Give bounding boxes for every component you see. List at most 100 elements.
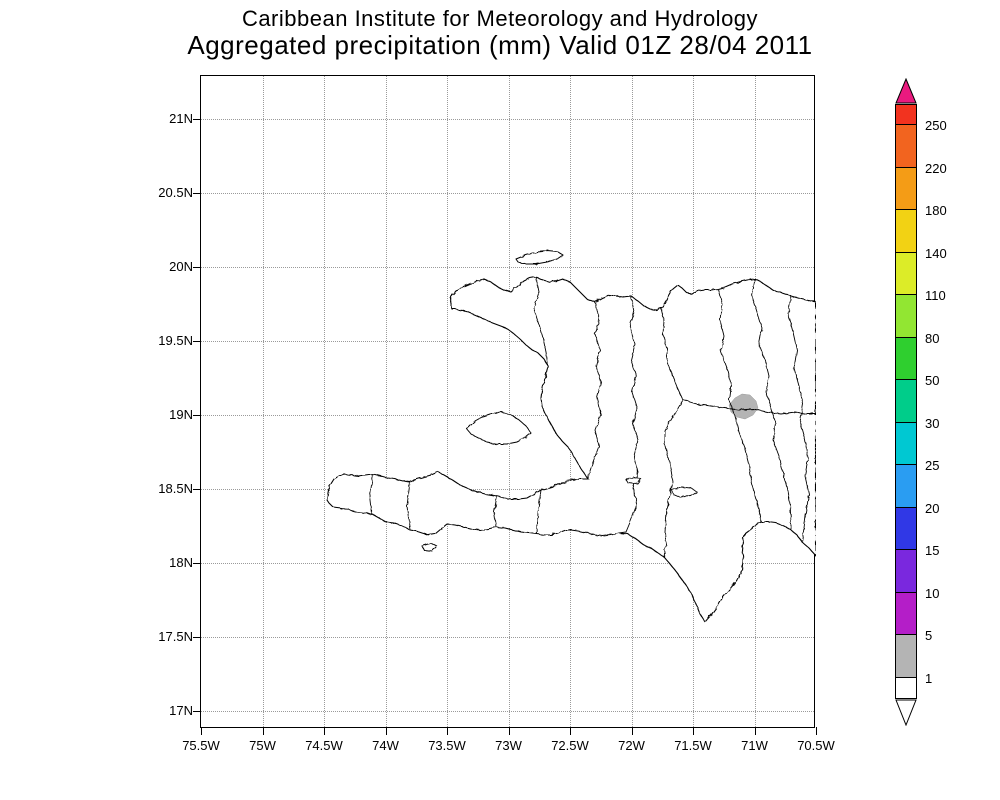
colorbar-segment [895,125,917,168]
ile-a-vache-island [421,542,438,552]
colorbar-segment [895,295,917,338]
colorbar-tick-label: 50 [925,373,940,388]
lat-gridline [201,563,814,564]
lon-tick [631,727,633,735]
lat-tick-label: 20N [169,259,193,274]
hispaniola-coastline [326,276,816,623]
colorbar-tick-label: 110 [925,288,946,303]
watershed-boundary [682,399,816,415]
colorbar-tick-label: 30 [925,415,940,431]
lat-tick [193,267,201,268]
plot-title: Aggregated precipitation (mm) Valid 01Z … [187,30,813,60]
lon-tick [324,727,325,735]
lat-tick [193,415,201,416]
colorbar-segment [895,104,917,125]
lat-tick [193,489,201,490]
colorbar-tick-label: 140 [925,245,947,261]
colorbar-tick-label: 1 [925,670,933,686]
lat-tick-label: 17N [169,703,193,718]
lat-gridline [201,193,814,194]
lon-gridline [262,76,264,727]
lat-gridline [201,267,814,268]
lat-gridline [201,489,814,490]
lat-tick-label: 19N [169,407,193,422]
colorbar-bottom-arrow-icon [895,699,917,726]
lat-gridline [201,119,814,120]
lon-tick-label: 71.5W [674,738,712,753]
lat-tick [193,193,201,194]
watershed-boundary [406,481,411,531]
lon-tick [262,727,264,735]
lon-tick [754,727,756,735]
lat-gridline [201,711,814,712]
lat-tick-label: 18.5N [158,481,193,496]
lake-enriquillo [671,486,698,498]
colorbar-tick-label: 10 [925,585,940,601]
colorbar-segment [895,507,917,550]
lat-gridline [201,341,814,342]
lat-tick-label: 18N [169,555,193,570]
lat-tick [193,119,201,120]
watershed-boundary [618,295,639,534]
colorbar-top-arrow-icon [895,78,917,104]
colorbar-tick-label: 15 [925,543,940,558]
haiti-dr-border [660,307,684,558]
lat-tick [193,563,201,564]
lon-tick [385,727,387,735]
colorbar-segment [895,635,917,678]
lon-tick-label: 73.5W [428,738,466,753]
lat-tick-label: 21N [169,111,193,126]
lat-tick-label: 20.5N [158,185,193,200]
lat-gridline [201,637,814,638]
colorbar-tick-label: 250 [925,118,947,133]
lat-tick-label: 19.5N [158,333,193,348]
lon-tick [447,727,448,735]
lon-tick-label: 74.5W [305,738,343,753]
lat-tick [193,341,201,342]
lat-tick [193,637,201,638]
colorbar-column [895,78,917,726]
lon-tick-label: 71W [741,738,768,753]
tortue-island [515,250,564,265]
colorbar-segment [895,422,917,465]
watershed-boundary [536,489,542,535]
lon-tick-label: 75.5W [182,738,220,753]
lat-tick [193,711,201,712]
colorbar-tick-label: 180 [925,203,947,218]
lon-gridline [324,76,325,727]
lat-tick-label: 17.5N [158,629,193,644]
colorbar-segments [895,104,917,699]
lon-tick-label: 73W [495,738,522,753]
lon-tick-label: 70.5W [797,738,835,753]
lon-tick [693,727,694,735]
colorbar-segment [895,167,917,210]
colorbar-tick-label: 220 [925,160,947,176]
watershed-boundary [787,295,810,543]
colorbar-segment [895,337,917,380]
colorbar-tick-label: 5 [925,628,933,643]
colorbar-tick-label: 80 [925,330,940,346]
colorbar-tick-label: 20 [925,500,940,516]
colorbar-segment [895,380,917,423]
lake-azuei [625,476,642,485]
coastline-group [326,250,816,623]
boundary-lines-group [369,276,816,558]
watershed-boundary [751,278,792,530]
lon-gridline [447,76,448,727]
lon-tick-label: 72W [618,738,645,753]
watershed-boundary [493,495,498,528]
colorbar: 250 220 180 140 110 80 50 30 25 20 15 10 5 1 [895,78,965,726]
watershed-boundary [533,276,549,367]
hispaniola-map [326,250,816,623]
lon-tick [816,727,817,735]
lon-tick-label: 72.5W [551,738,589,753]
map-plot: 21N 20.5N 20N 19.5N 19N 18.5N 18N 17.5N 17N 75.5W… [158,75,835,753]
watershed-boundary [717,288,762,523]
lon-gridline [385,76,387,727]
gonave-island [466,411,532,445]
lon-tick [201,727,202,735]
colorbar-tick-label: 25 [925,458,940,473]
lon-gridline [508,76,510,727]
org-title: Caribbean Institute for Meteorology and … [241,6,759,31]
colorbar-segment [895,210,917,253]
